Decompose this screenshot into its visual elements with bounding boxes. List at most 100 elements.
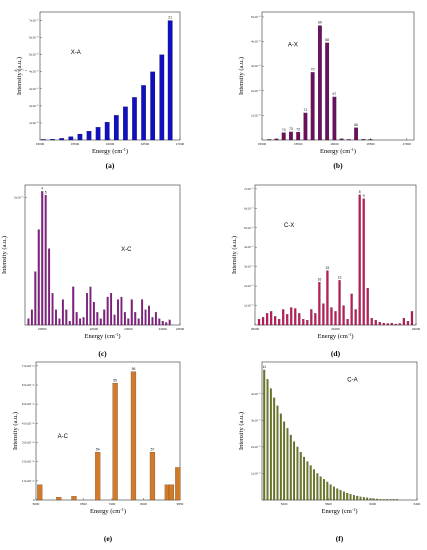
data-label: 68 [325, 38, 329, 42]
x-tick-label: 15500 [71, 142, 80, 146]
bar [318, 25, 322, 141]
bar [99, 318, 102, 326]
y-tick-label: 6x10⁻⁸ [29, 36, 39, 40]
y-tick-label: 2x10⁻⁸ [251, 89, 261, 93]
bar [56, 497, 62, 501]
bar [386, 323, 389, 326]
bar [382, 499, 385, 501]
y-tick-label: 4x10⁻⁸ [251, 40, 261, 44]
bar [273, 397, 276, 501]
bar [113, 115, 119, 141]
bar [267, 139, 272, 141]
x-tick-label: 22000 [90, 327, 99, 331]
bar [175, 467, 181, 501]
plot-frame [24, 184, 181, 326]
bar [310, 309, 313, 326]
y-tick-label: 6.0x10⁻¹¹ [22, 383, 35, 387]
plot-frame [261, 11, 415, 141]
bar [41, 139, 46, 141]
x-axis-label-superscript: -1 [348, 332, 352, 337]
bar [27, 318, 30, 326]
panel-letter: (d) [331, 349, 341, 358]
bar [257, 319, 261, 326]
x-axis-label: Energy (cm-1) [321, 507, 357, 515]
y-axis-label: Intensity (a.u.) [238, 412, 245, 450]
bar [269, 388, 272, 501]
chart-panel-4: 1x10⁻⁹ 2x10⁻⁹ 3x10⁻⁹ 4x10⁻⁹ 5x10⁻⁹ 6x10⁻⁹ 7x10… [231, 184, 421, 358]
bar [50, 139, 55, 141]
plot-annotation: C-A [347, 377, 357, 383]
x-axis-label: Energy (cm-1) [317, 332, 353, 340]
bar [303, 112, 308, 141]
bar [141, 299, 144, 326]
x-tick-label: 6500 [80, 502, 87, 506]
panel-letter: (f) [336, 534, 344, 543]
bar [294, 308, 297, 326]
bar [127, 318, 130, 326]
bar [370, 318, 373, 326]
bar [165, 322, 168, 326]
data-label: 66 [354, 123, 358, 127]
bar [382, 322, 385, 326]
bar [110, 293, 113, 326]
x-tick-label: 20500 [38, 327, 47, 331]
bar [106, 296, 109, 326]
data-label: 69 [318, 21, 322, 25]
x-axis-label-text: Energy (cm [321, 508, 351, 515]
x-axis-label: Energy (cm-1) [320, 147, 356, 155]
x-tick-label: 15000 [36, 142, 45, 146]
bar [343, 491, 345, 501]
bar [37, 229, 40, 326]
bar [359, 496, 362, 501]
bar [71, 496, 77, 501]
bar [362, 497, 365, 501]
x-axis-label-superscript: -1 [122, 147, 126, 152]
x-tick-label: 15500 [294, 142, 303, 146]
y-tick-label: 1x10⁻⁹ [251, 471, 261, 475]
bar [386, 499, 389, 501]
x-tick-label: 20000 [251, 327, 260, 331]
x-axis-label-superscript: -1 [115, 332, 119, 337]
x-axis-label-close: ) [355, 508, 357, 515]
y-tick-label: 1.0x10⁻¹¹ [22, 479, 35, 483]
bar [334, 311, 337, 326]
x-tick-label: 6000 [369, 502, 376, 506]
x-tick-label: 16000 [330, 142, 339, 146]
x-tick-label: 23000 [124, 327, 133, 331]
bar [75, 312, 78, 326]
y-tick-label: 2x10⁻⁹ [244, 284, 254, 288]
x-tick-label: 5200 [281, 502, 288, 506]
x-tick-label: 17000 [176, 142, 185, 146]
panel-letter: (c) [98, 349, 107, 358]
bar [103, 309, 106, 326]
bar [41, 191, 44, 326]
bar [372, 498, 375, 501]
bar [298, 313, 301, 326]
bar [95, 127, 101, 141]
bar [336, 488, 339, 501]
bar [299, 452, 302, 501]
bar [58, 318, 61, 326]
bar [349, 494, 352, 501]
panel-letter: (b) [333, 161, 343, 170]
bar [86, 131, 92, 141]
bar [309, 465, 312, 501]
bar [290, 307, 293, 326]
bar [68, 136, 74, 141]
bar [65, 309, 68, 326]
bar [342, 305, 345, 326]
bar [361, 139, 366, 141]
bar [379, 499, 382, 501]
x-axis-label-close: ) [351, 333, 353, 340]
y-axis-label: Intensity (a.u.) [1, 236, 8, 274]
bar [338, 280, 341, 326]
x-tick-label: 15000 [258, 142, 267, 146]
bar [130, 299, 133, 326]
data-label: 67 [332, 92, 336, 96]
bar [266, 379, 269, 501]
x-tick-label: 24500 [176, 327, 185, 331]
bar [396, 499, 398, 501]
bar [314, 313, 317, 326]
bar [279, 413, 282, 501]
